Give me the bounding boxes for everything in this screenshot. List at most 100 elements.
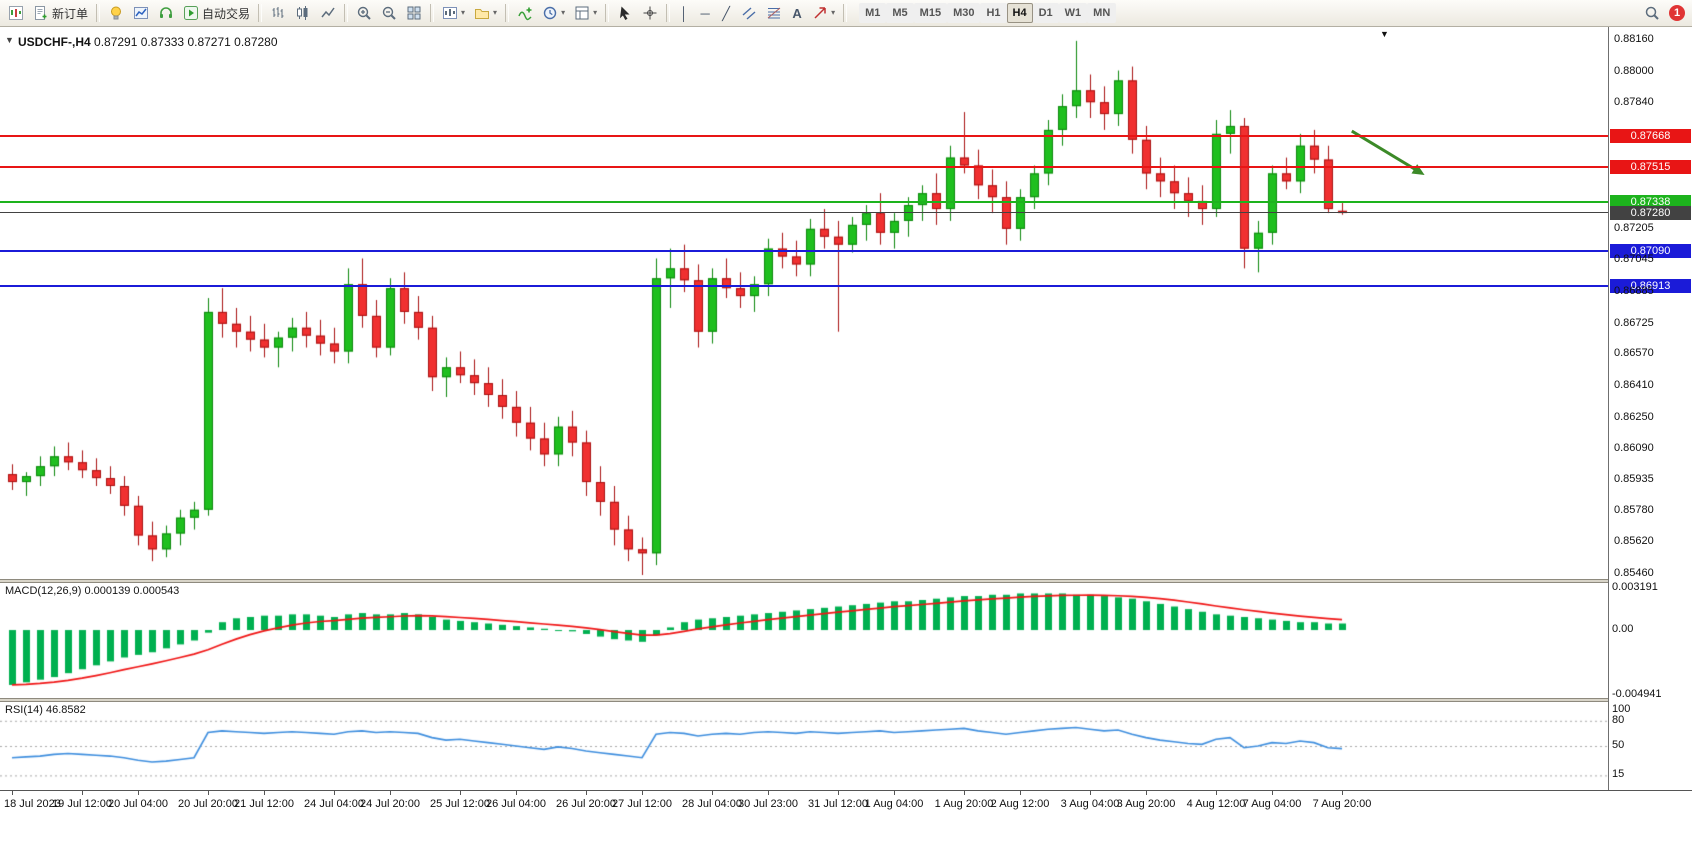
toolbar-right-group: 1 [1640,2,1688,24]
indicators-button[interactable] [513,2,537,24]
horizontal-line-tool-button[interactable]: ─ [695,2,715,24]
auto-trading-button[interactable]: 自动交易 [179,2,254,24]
search-icon [1645,6,1659,20]
chart-shift-marker[interactable]: ▼ [1380,29,1389,39]
time-axis-label: 2 Aug 12:00 [990,798,1050,810]
time-axis-tick [12,791,13,795]
profiles-dropdown-button[interactable]: ▾ [470,2,501,24]
time-axis-tick [208,791,209,795]
headset-icon [160,7,173,18]
bid-price-line[interactable] [0,212,1608,214]
price-level-line[interactable] [0,249,1608,252]
bar-chart-button[interactable] [266,2,290,24]
one-click-trading-collapse-icon[interactable]: ▼ [5,35,14,45]
channel-tool-button[interactable] [737,2,761,24]
new-chart-dropdown-button[interactable]: ▾ [438,2,469,24]
indicators-plus-icon [518,7,532,21]
macd-panel-canvas[interactable] [0,583,1608,698]
time-axis-tick [1272,791,1273,795]
price-level-label: 0.87338 [1610,194,1691,209]
time-axis-tick [264,791,265,795]
tile-windows-button[interactable] [402,2,426,24]
time-axis-tick [1342,791,1343,795]
search-button[interactable] [1640,2,1664,24]
time-axis-tick [1090,791,1091,795]
time-axis-tick [1216,791,1217,795]
price-axis-tick: 0.86250 [1614,410,1654,423]
timeframe-d1-button[interactable]: D1 [1032,3,1059,23]
timeframe-m15-button[interactable]: M15 [913,3,948,23]
cursor-button[interactable] [613,2,637,24]
time-axis-tick [1146,791,1147,795]
line-chart-button[interactable] [316,2,340,24]
toolbar-separator [666,4,671,22]
templates-dropdown-button[interactable]: ▾ [570,2,601,24]
price-level-label: 0.87668 [1610,129,1691,144]
timeframe-w1-button[interactable]: W1 [1058,3,1088,23]
macd-panel-splitter[interactable] [0,579,1692,583]
time-axis-tick [516,791,517,795]
time-axis-label: 1 Aug 20:00 [934,798,994,810]
time-axis-tick [460,791,461,795]
price-chart-canvas[interactable] [0,29,1608,579]
lightbulb-icon [111,6,122,20]
zoom-out-button[interactable] [377,2,401,24]
rsi-panel-canvas[interactable] [0,702,1608,790]
rsi-axis-tick: 100 [1612,703,1631,715]
price-level-line[interactable] [0,284,1608,287]
main-toolbar: 新订单 自动交易 ▾ ▾ ▾ [0,0,1692,27]
time-axis-tick [1020,791,1021,795]
candlestick-chart-button[interactable] [291,2,315,24]
time-axis-label: 25 Jul 12:00 [430,798,490,810]
time-axis-label: 7 Aug 20:00 [1312,798,1372,810]
price-level-line[interactable] [0,200,1608,203]
dropdown-caret-icon: ▾ [593,8,598,17]
new-order-button[interactable]: 新订单 [29,2,92,24]
trendline-icon: ╱ [722,5,730,21]
rsi-panel-splitter[interactable] [0,698,1692,702]
vertical-line-tool-button[interactable]: │ [674,2,694,24]
line-chart-icon [321,7,335,18]
charts-button[interactable] [129,2,153,24]
timeframe-m30-button[interactable]: M30 [947,3,981,23]
support-button[interactable] [154,2,178,24]
timeframe-h1-button[interactable]: H1 [980,3,1007,23]
time-axis[interactable]: 18 Jul 2023 19 Jul 12:00 20 Jul 04:00 20 Ju… [0,790,1692,817]
zoom-in-button[interactable] [352,2,376,24]
timeframe-mn-button[interactable]: MN [1087,3,1117,23]
rsi-indicator-label: RSI(14) 46.8582 [5,704,86,716]
text-tool-button[interactable]: A [787,2,807,24]
chart-window-button[interactable] [4,2,28,24]
price-axis-tick: 0.87205 [1614,221,1654,234]
price-axis[interactable]: 0.87668 0.87515 0.87338 0.87280 0.87090 0.869… [1608,27,1692,790]
candlestick-icon [297,6,308,20]
price-axis-tick: 0.85935 [1614,473,1654,486]
arrows-tool-button[interactable]: ▾ [808,2,839,24]
timeframe-m1-button[interactable]: M1 [859,3,887,23]
metaeditor-button[interactable] [104,2,128,24]
price-level-line[interactable] [0,165,1608,168]
periods-dropdown-button[interactable]: ▾ [538,2,569,24]
toolbar-separator [258,4,263,22]
ohlc-bars-icon [272,7,284,18]
chart-icon [134,7,149,19]
chart-window-icon [9,6,23,20]
timeframe-h4-button[interactable]: H4 [1006,3,1033,23]
new-order-icon [35,6,47,20]
price-axis-tick: 0.85620 [1614,535,1654,548]
timeframe-m5-button[interactable]: M5 [886,3,914,23]
equidistant-channel-icon [742,7,756,20]
time-axis-label: 20 Jul 04:00 [108,798,168,810]
horizontal-line-icon: ─ [700,5,710,21]
notification-badge[interactable]: 1 [1669,5,1685,21]
chart-region: ▼ USDCHF-,H4 0.87291 0.87333 0.87271 0.8… [0,27,1692,855]
toolbar-separator [843,4,848,22]
trendline-tool-button[interactable]: ╱ [716,2,736,24]
time-axis-tick [390,791,391,795]
toolbar-separator [605,4,610,22]
time-axis-label: 20 Jul 20:00 [178,798,238,810]
rsi-value-label: 46.8582 [45,704,86,716]
crosshair-button[interactable] [638,2,662,24]
price-level-line[interactable] [0,135,1608,138]
fibonacci-tool-button[interactable] [762,2,786,24]
